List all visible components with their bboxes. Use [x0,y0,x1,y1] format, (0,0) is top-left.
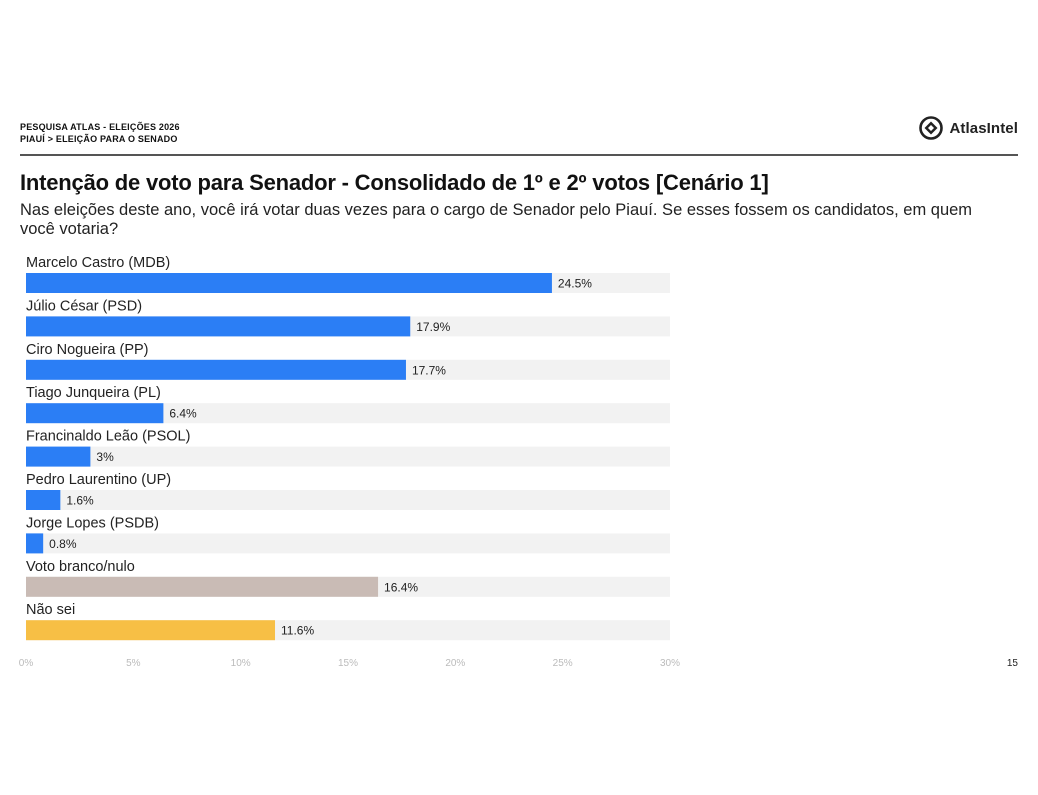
report-breadcrumb: PIAUÍ > ELEIÇÃO PARA O SENADO [20,134,178,144]
bar [26,490,61,510]
atlasintel-logo: AtlasIntel [919,116,1018,140]
bar [26,576,379,597]
x-tick-label: 5% [126,658,141,669]
bar [26,403,164,424]
x-tick-label: 10% [231,658,251,669]
page-number: 15 [1006,658,1018,669]
bar [26,273,552,293]
x-tick-label: 15% [338,658,358,669]
value-label: 17.7% [412,363,446,377]
chart-subtitle: Nas eleições deste ano, você irá votar d… [20,201,973,238]
header-divider [20,154,1018,156]
bar [26,446,91,467]
x-tick-label: 20% [445,658,465,669]
value-label: 11.6% [281,624,314,638]
bar [26,316,411,337]
category-label: Voto branco/nulo [26,559,135,575]
value-label: 24.5% [558,277,592,291]
category-label: Tiago Junqueira (PL) [26,385,161,401]
x-tick-label: 25% [553,658,573,669]
bar-track [26,403,670,424]
category-label: Júlio César (PSD) [26,298,142,314]
bar-track [26,533,670,554]
report-series-title: PESQUISA ATLAS - ELEIÇÕES 2026 [20,122,180,132]
value-label: 1.6% [66,494,94,508]
category-label: Pedro Laurentino (UP) [26,472,171,488]
value-label: 6.4% [169,407,197,421]
x-tick-label: 0% [19,658,34,669]
bar [26,359,406,380]
category-label: Francinaldo Leão (PSOL) [26,429,190,445]
value-label: 3% [96,450,114,464]
category-label: Jorge Lopes (PSDB) [26,515,159,531]
bar [26,620,276,641]
value-label: 0.8% [49,537,77,551]
category-label: Marcelo Castro (MDB) [26,255,170,271]
chart-title: Intenção de voto para Senador - Consolid… [20,170,769,195]
atlasintel-logo-icon [919,116,944,140]
category-label: Não sei [26,602,75,618]
value-label: 16.4% [384,580,418,594]
bar-track [26,490,670,510]
logo-text: AtlasIntel [949,119,1018,137]
category-label: Ciro Nogueira (PP) [26,342,149,358]
bar [26,533,44,554]
report-header: PESQUISA ATLAS - ELEIÇÕES 2026 PIAUÍ > E… [20,121,180,145]
value-label: 17.9% [416,320,450,334]
bar-track [26,446,670,467]
x-tick-label: 30% [660,658,680,669]
